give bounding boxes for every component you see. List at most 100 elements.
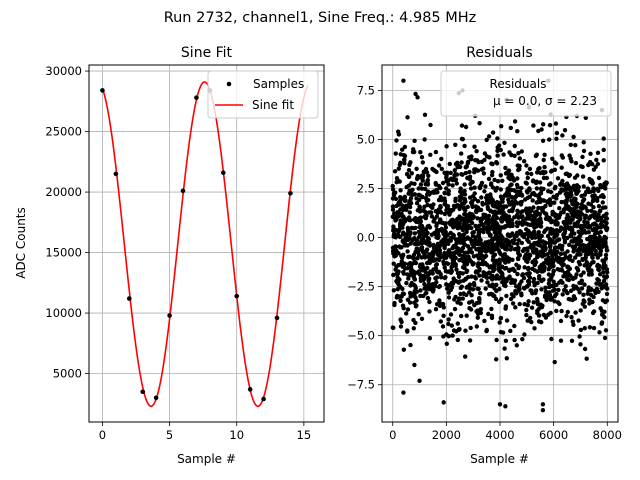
residual-point	[603, 180, 608, 185]
residual-point	[508, 267, 513, 272]
residual-point	[442, 265, 447, 270]
residual-point	[469, 299, 475, 304]
residual-point	[519, 185, 524, 191]
residual-point	[448, 312, 454, 317]
residual-point	[433, 209, 438, 214]
residual-point	[518, 210, 523, 215]
residual-point	[395, 287, 400, 292]
residual-point	[536, 313, 542, 318]
residual-point	[554, 130, 560, 136]
residual-point	[552, 294, 557, 299]
residual-point	[413, 225, 418, 231]
residual-point	[454, 223, 459, 229]
residual-point	[502, 216, 507, 222]
residual-point	[529, 222, 535, 228]
residual-point	[495, 236, 500, 242]
residual-point	[405, 329, 410, 334]
residual-point	[581, 292, 586, 297]
residual-point	[474, 309, 479, 314]
residual-point	[492, 293, 497, 299]
residual-point	[408, 261, 414, 267]
residual-point	[595, 277, 600, 282]
residual-point	[501, 210, 506, 215]
residual-point	[444, 207, 449, 213]
residual-point	[605, 226, 610, 231]
residual-point	[402, 144, 408, 150]
residual-point	[422, 214, 427, 219]
residual-point	[463, 277, 468, 282]
residual-point	[558, 318, 564, 324]
residual-point	[459, 123, 465, 128]
residual-point	[470, 212, 475, 217]
residual-point	[581, 197, 587, 202]
residual-point	[525, 259, 530, 264]
residual-point	[460, 137, 465, 142]
residual-point	[428, 122, 433, 128]
residual-point	[401, 271, 406, 276]
residual-point	[526, 273, 531, 279]
residual-point	[414, 303, 419, 308]
residual-point	[581, 140, 586, 145]
residual-point	[419, 173, 424, 178]
residual-point	[445, 232, 450, 237]
residual-point	[437, 300, 442, 305]
residual-point	[568, 207, 574, 212]
sine-fit-x-tick-label: 5	[166, 428, 173, 442]
residual-point	[555, 176, 561, 181]
residual-point	[582, 282, 587, 287]
residual-point	[550, 156, 555, 161]
residual-point	[420, 178, 425, 183]
residual-point	[495, 145, 500, 150]
residuals-x-tick-label: 6000	[539, 428, 568, 442]
residual-point	[495, 179, 501, 184]
residual-point	[493, 229, 498, 234]
residual-point	[391, 261, 396, 266]
residual-point	[464, 285, 469, 290]
residual-point	[566, 183, 571, 188]
residual-point	[430, 256, 436, 261]
residual-point	[445, 261, 451, 266]
residual-point	[477, 266, 482, 272]
residual-point	[430, 249, 436, 255]
sample-point	[274, 315, 280, 321]
residual-point	[536, 231, 541, 237]
residual-point	[600, 200, 605, 205]
residual-point	[601, 213, 606, 219]
residual-point	[428, 152, 433, 157]
residual-point	[415, 95, 420, 100]
residual-point	[524, 181, 529, 186]
residual-point	[549, 231, 554, 236]
sine-fit-legend: Samples Sine fit	[207, 70, 319, 119]
residual-point	[393, 151, 398, 156]
residual-point	[412, 241, 418, 247]
residual-point	[398, 294, 403, 299]
residual-point	[548, 261, 553, 266]
residual-point	[552, 299, 557, 304]
residual-point	[447, 237, 453, 243]
sample-point	[247, 387, 253, 392]
residual-point	[519, 240, 525, 246]
residual-point	[396, 276, 401, 282]
residual-point	[535, 280, 540, 286]
residual-point	[552, 246, 558, 251]
residual-point	[539, 205, 544, 211]
residual-point	[398, 207, 403, 212]
residual-point	[541, 186, 546, 192]
residual-point	[504, 265, 509, 271]
residual-point	[404, 184, 409, 190]
residual-point	[573, 143, 578, 148]
residual-point	[477, 273, 482, 278]
residual-point	[395, 210, 400, 215]
residual-point	[427, 260, 432, 266]
residual-point	[516, 167, 521, 173]
residual-point	[525, 318, 530, 323]
residual-point	[512, 337, 517, 343]
residual-point	[470, 199, 475, 204]
residual-point	[406, 168, 412, 173]
residual-point	[597, 330, 602, 335]
residual-point	[467, 338, 473, 343]
sample-point	[153, 395, 159, 401]
residual-point	[554, 282, 559, 288]
residual-point	[557, 206, 562, 211]
